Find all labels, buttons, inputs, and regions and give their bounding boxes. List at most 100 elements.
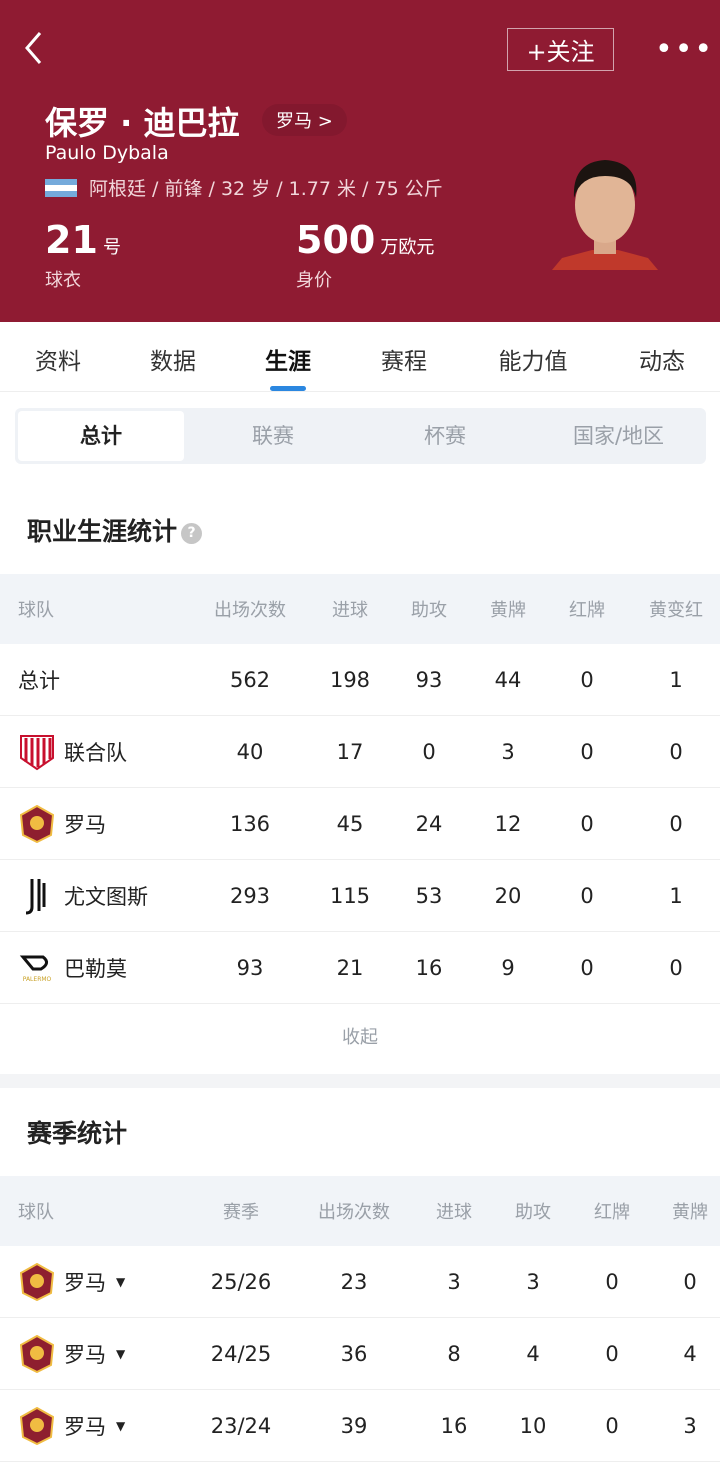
stat-cell: 0 — [683, 1269, 697, 1294]
stat-cell: 0 — [422, 739, 436, 764]
stat-cell: 24/25 — [210, 1341, 272, 1366]
tab-ability[interactable]: 能力值 — [498, 349, 568, 375]
team-name: 罗马 — [64, 1342, 106, 1367]
dropdown-caret-icon[interactable]: ▼ — [116, 1274, 126, 1289]
stat-cell: 23 — [340, 1269, 368, 1294]
section-divider — [0, 1074, 720, 1088]
header-col: 出场次数 — [318, 1202, 390, 1223]
table-row[interactable]: 尤文图斯 293 115 53 20 0 1 — [0, 860, 720, 932]
player-photo — [552, 160, 658, 270]
team-cell: 罗马 ▼ — [18, 1334, 126, 1373]
back-icon[interactable] — [22, 30, 46, 66]
header-col: 助攻 — [411, 600, 447, 621]
stat-cell: 0 — [580, 883, 594, 908]
tab-stats[interactable]: 数据 — [150, 349, 196, 375]
shirt-number: 21 号 — [45, 218, 121, 262]
stat-cell: 0 — [669, 955, 683, 980]
stat-cell: 16 — [440, 1413, 468, 1438]
player-name-en: Paulo Dybala — [45, 142, 169, 164]
stat-cell: 0 — [580, 667, 594, 692]
team-cell: 联合队 — [18, 733, 127, 771]
player-info: 阿根廷 / 前锋 / 32 岁 / 1.77 米 / 75 公斤 — [89, 178, 443, 200]
team-name: 联合队 — [64, 740, 127, 765]
stat-cell: 0 — [605, 1341, 619, 1366]
stat-cell: 12 — [494, 811, 522, 836]
team-name: 总计 — [18, 668, 60, 693]
stat-cell: 0 — [605, 1413, 619, 1438]
shirt-label: 球衣 — [45, 270, 81, 291]
header-col: 进球 — [436, 1202, 472, 1223]
career-section-title: 职业生涯统计? — [27, 512, 203, 548]
tab-bar: 资料 数据 生涯 赛程 能力值 动态 — [0, 322, 720, 392]
stat-cell: 17 — [336, 739, 364, 764]
team-link[interactable]: 罗马 > — [262, 104, 347, 136]
table-row[interactable]: 联合队 40 17 0 3 0 0 — [0, 716, 720, 788]
stat-cell: 40 — [236, 739, 264, 764]
tab-schedule[interactable]: 赛程 — [381, 349, 427, 375]
market-value-unit: 万欧元 — [380, 237, 435, 258]
header-col: 红牌 — [569, 600, 605, 621]
team-name: 罗马 — [64, 1270, 106, 1295]
stat-cell: 39 — [340, 1413, 368, 1438]
more-icon[interactable]: ••• — [655, 32, 715, 67]
team-name: 罗马 — [64, 812, 106, 837]
help-icon[interactable]: ? — [181, 522, 203, 544]
stat-cell: 115 — [329, 883, 371, 908]
stat-cell: 3 — [447, 1269, 461, 1294]
team-logo-icon: PALERMO — [18, 949, 56, 987]
dropdown-caret-icon[interactable]: ▼ — [116, 1418, 126, 1433]
team-logo-icon — [18, 877, 56, 915]
team-cell: 总计 — [18, 665, 60, 695]
stat-cell: 8 — [447, 1341, 461, 1366]
team-cell: 罗马 ▼ — [18, 1406, 126, 1445]
stat-cell: 0 — [580, 739, 594, 764]
stat-cell: 562 — [229, 667, 271, 692]
shirt-unit: 号 — [102, 237, 121, 258]
stat-cell: 24 — [415, 811, 443, 836]
table-row[interactable]: 罗马 136 45 24 12 0 0 — [0, 788, 720, 860]
stat-cell: 9 — [501, 955, 515, 980]
stat-cell: 3 — [683, 1413, 697, 1438]
stat-cell: 0 — [580, 811, 594, 836]
header-col: 进球 — [332, 600, 368, 621]
table-row[interactable]: 罗马 ▼ 24/25 36 8 4 0 4 — [0, 1318, 720, 1390]
stat-cell: 21 — [336, 955, 364, 980]
team-logo-icon — [18, 733, 56, 771]
header-col: 出场次数 — [214, 600, 286, 621]
career-title-text: 职业生涯统计 — [27, 517, 178, 546]
segment-cup[interactable]: 杯赛 — [424, 424, 466, 448]
team-cell: 罗马 — [18, 804, 106, 843]
header-team: 球队 — [18, 1202, 54, 1223]
segment-total[interactable]: 总计 — [18, 411, 184, 461]
segment-league[interactable]: 联赛 — [252, 424, 294, 448]
stat-cell: 20 — [494, 883, 522, 908]
stat-cell: 23/24 — [210, 1413, 272, 1438]
stat-cell: 1 — [669, 883, 683, 908]
team-name: 罗马 — [64, 1414, 106, 1439]
table-row[interactable]: 总计 562 198 93 44 0 1 — [0, 644, 720, 716]
shirt-number-value: 21 — [45, 218, 98, 262]
stat-cell: 4 — [526, 1341, 540, 1366]
stat-cell: 136 — [229, 811, 271, 836]
segment-national[interactable]: 国家/地区 — [572, 424, 665, 448]
player-name: 保罗 · 迪巴拉 — [45, 104, 240, 142]
tab-profile[interactable]: 资料 — [35, 349, 81, 375]
header-col: 黄牌 — [490, 600, 526, 621]
collapse-button[interactable]: 收起 — [342, 1027, 378, 1048]
season-section-title: 赛季统计 — [27, 1119, 128, 1148]
stat-cell: 45 — [336, 811, 364, 836]
team-logo-icon — [18, 804, 56, 843]
header-col: 赛季 — [223, 1202, 259, 1223]
tab-career[interactable]: 生涯 — [265, 349, 311, 375]
table-row[interactable]: 罗马 ▼ 23/24 39 16 10 0 3 — [0, 1390, 720, 1462]
stat-cell: 0 — [669, 811, 683, 836]
table-row[interactable]: PALERMO 巴勒莫 93 21 16 9 0 0 — [0, 932, 720, 1004]
table-row[interactable]: 罗马 ▼ 25/26 23 3 3 0 0 — [0, 1246, 720, 1318]
stat-cell: 0 — [605, 1269, 619, 1294]
dropdown-caret-icon[interactable]: ▼ — [116, 1346, 126, 1361]
tab-news[interactable]: 动态 — [639, 349, 685, 375]
header-col: 黄变红 — [649, 600, 703, 621]
follow-button[interactable]: +关注 — [507, 28, 614, 71]
stat-cell: 16 — [415, 955, 443, 980]
stat-cell: 0 — [580, 955, 594, 980]
